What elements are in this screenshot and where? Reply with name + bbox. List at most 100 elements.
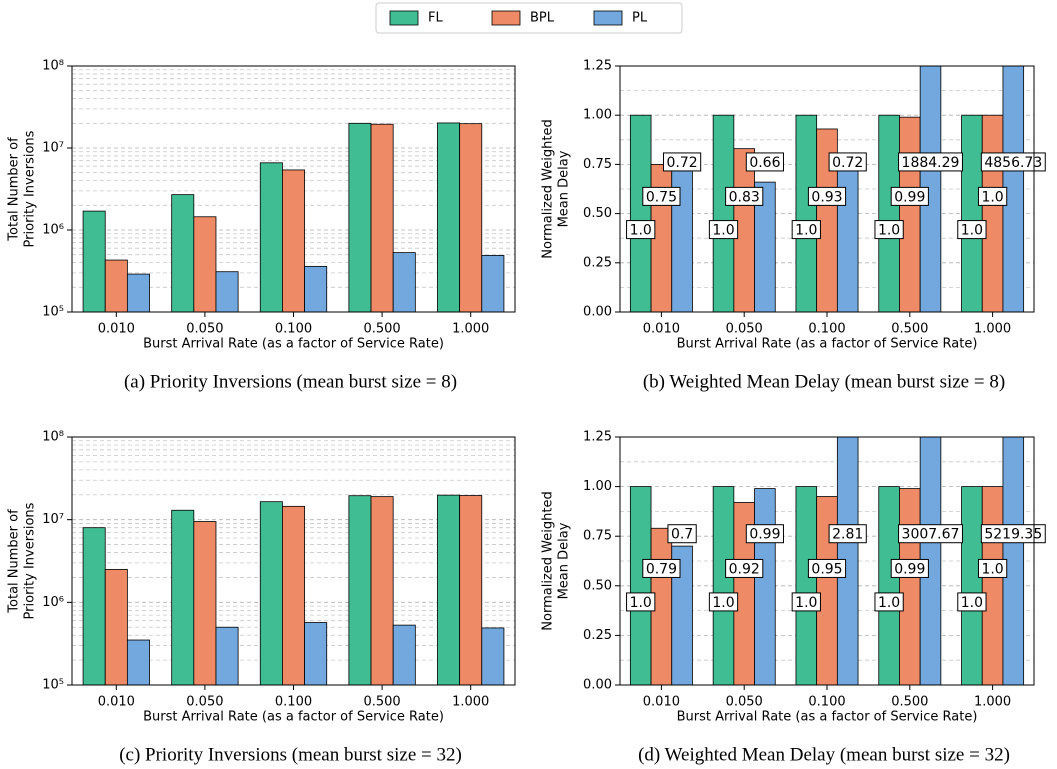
y-tick-label: 0.50 <box>583 578 612 593</box>
bar <box>82 210 106 312</box>
legend-box <box>375 2 683 34</box>
value-label-box <box>725 558 764 578</box>
bar <box>348 122 372 312</box>
value-label: 0.99 <box>894 561 925 577</box>
x-tick-label: 0.100 <box>275 695 312 710</box>
value-label-box <box>898 524 963 544</box>
y-axis-label: Mean Delay <box>557 522 572 599</box>
y-tick-label: 10⁷ <box>42 512 64 527</box>
x-tick-label: 0.010 <box>98 695 135 710</box>
bar <box>878 486 900 685</box>
bar <box>878 114 900 312</box>
value-label-box <box>626 592 656 612</box>
value-label: 0.72 <box>667 155 698 171</box>
value-label-box <box>642 558 681 578</box>
bar <box>104 569 128 685</box>
x-tick-label: 0.050 <box>186 695 223 710</box>
caption: (b) Weighted Mean Delay (mean burst size… <box>643 371 1005 392</box>
y-tick-label: 1.25 <box>583 59 612 74</box>
y-tick-label: 0.50 <box>583 206 612 221</box>
y-tick-label: 1.00 <box>583 108 612 123</box>
value-label: 1.0 <box>961 223 983 239</box>
value-label: 0.79 <box>646 561 677 577</box>
value-label-box <box>642 186 681 206</box>
value-label-box <box>807 558 847 578</box>
x-tick-label: 0.100 <box>808 695 845 710</box>
bar <box>981 114 1004 312</box>
y-tick-label: 10⁶ <box>42 595 64 610</box>
bar <box>82 527 106 685</box>
bar <box>712 114 735 312</box>
bar <box>259 162 283 312</box>
value-label: 1.0 <box>795 223 817 239</box>
value-label: 1.0 <box>630 595 652 611</box>
value-label: 0.95 <box>811 561 842 577</box>
x-tick-label: 0.500 <box>891 695 928 710</box>
value-label: 1.0 <box>981 189 1003 205</box>
value-label: 2.81 <box>832 527 863 543</box>
bar <box>126 273 150 312</box>
value-label: 1.0 <box>630 223 652 239</box>
value-label: 1.0 <box>712 223 734 239</box>
bar <box>754 488 776 685</box>
y-tick-label: 10⁸ <box>42 59 64 74</box>
y-tick-label: 10⁷ <box>42 141 64 156</box>
bar <box>104 259 128 312</box>
y-tick-label: 1.00 <box>583 479 612 494</box>
value-label: 1.0 <box>961 595 983 611</box>
value-label-box <box>874 592 904 612</box>
y-tick-label: 0.25 <box>583 628 612 643</box>
y-axis-label: Normalized Weighted <box>541 119 556 258</box>
x-tick-label: 0.500 <box>891 322 928 337</box>
bar <box>282 169 305 312</box>
y-tick-label: 0.75 <box>583 529 612 544</box>
bar <box>1002 437 1025 685</box>
value-label: 1.0 <box>878 595 900 611</box>
value-label: 1.0 <box>981 561 1003 577</box>
y-tick-label: 0.00 <box>583 678 612 693</box>
value-label-box <box>828 152 867 172</box>
bar <box>304 622 328 685</box>
x-tick-label: 0.050 <box>726 322 763 337</box>
x-tick-label: 1.000 <box>452 322 489 337</box>
bar <box>282 505 305 685</box>
value-label-box <box>725 186 764 206</box>
bar <box>348 495 372 685</box>
plot-area <box>72 437 515 685</box>
bar <box>481 255 505 312</box>
bar <box>193 216 217 312</box>
bar <box>215 271 239 312</box>
bar <box>481 627 505 685</box>
y-axis-label: Normalized Weighted <box>541 491 556 630</box>
bar <box>459 123 483 312</box>
x-tick-label: 0.010 <box>643 322 680 337</box>
bar <box>370 123 394 312</box>
bar <box>899 116 921 312</box>
bar <box>437 494 461 685</box>
value-label-box <box>708 220 739 240</box>
value-label: 0.99 <box>749 527 780 543</box>
value-label-box <box>977 558 1008 578</box>
caption: (a) Priority Inversions (mean burst size… <box>124 371 457 392</box>
x-tick-label: 0.010 <box>643 695 680 710</box>
x-axis-label: Burst Arrival Rate (as a factor of Servi… <box>677 710 978 725</box>
x-tick-label: 0.500 <box>363 322 400 337</box>
value-label-box <box>977 186 1008 206</box>
bar <box>370 496 394 685</box>
legend-swatch <box>491 10 521 26</box>
value-label: 1.0 <box>712 595 734 611</box>
y-tick-label: 10⁵ <box>42 305 64 320</box>
y-tick-label: 0.75 <box>583 157 612 172</box>
bar <box>126 639 150 685</box>
value-label: 0.93 <box>811 189 842 205</box>
y-tick-label: 10⁶ <box>42 223 64 238</box>
value-label: 1.0 <box>795 595 817 611</box>
value-label: 0.75 <box>646 189 677 205</box>
plot-area <box>72 66 515 312</box>
bar <box>259 501 283 685</box>
x-tick-label: 1.000 <box>974 695 1011 710</box>
value-label-box <box>708 592 739 612</box>
value-label-box <box>791 220 821 240</box>
x-tick-label: 0.010 <box>98 322 135 337</box>
bar <box>899 488 921 685</box>
